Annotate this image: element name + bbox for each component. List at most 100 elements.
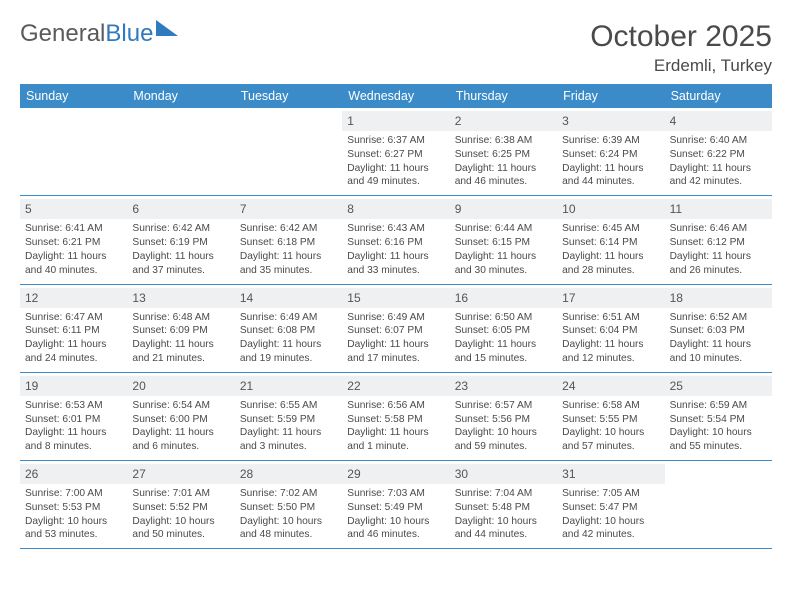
day-cell: 20Sunrise: 6:54 AMSunset: 6:00 PMDayligh…: [127, 373, 234, 460]
day-header-cell: Thursday: [450, 84, 557, 108]
day-cell: 1Sunrise: 6:37 AMSunset: 6:27 PMDaylight…: [342, 108, 449, 195]
day-detail-line: Sunrise: 6:51 AM: [562, 311, 659, 325]
day-detail-line: Daylight: 11 hours: [132, 426, 229, 440]
day-cell: 12Sunrise: 6:47 AMSunset: 6:11 PMDayligh…: [20, 285, 127, 372]
day-detail-line: and 17 minutes.: [347, 352, 444, 366]
location-label: Erdemli, Turkey: [590, 56, 772, 76]
day-cell: 18Sunrise: 6:52 AMSunset: 6:03 PMDayligh…: [665, 285, 772, 372]
day-detail-line: Sunset: 6:16 PM: [347, 236, 444, 250]
day-detail-line: Sunrise: 6:59 AM: [670, 399, 767, 413]
day-detail-line: Sunset: 6:05 PM: [455, 324, 552, 338]
day-detail-line: and 21 minutes.: [132, 352, 229, 366]
day-number: 21: [235, 376, 342, 396]
day-detail-line: Sunset: 5:58 PM: [347, 413, 444, 427]
day-detail-line: Daylight: 11 hours: [240, 250, 337, 264]
day-detail-line: Daylight: 11 hours: [562, 338, 659, 352]
day-detail-line: Sunrise: 6:57 AM: [455, 399, 552, 413]
day-detail-line: Sunset: 5:55 PM: [562, 413, 659, 427]
day-detail-line: Sunrise: 6:45 AM: [562, 222, 659, 236]
day-detail-line: Sunset: 5:48 PM: [455, 501, 552, 515]
day-detail-line: and 1 minute.: [347, 440, 444, 454]
day-header-cell: Saturday: [665, 84, 772, 108]
day-detail-line: Sunset: 6:14 PM: [562, 236, 659, 250]
day-number: [127, 111, 234, 115]
day-cell: 27Sunrise: 7:01 AMSunset: 5:52 PMDayligh…: [127, 461, 234, 548]
day-number: 22: [342, 376, 449, 396]
day-detail-line: Sunset: 5:47 PM: [562, 501, 659, 515]
day-number: 9: [450, 199, 557, 219]
day-detail-line: Sunset: 5:56 PM: [455, 413, 552, 427]
day-cell: 29 Sunrise: 7:03 AMSunset: 5:49 PMDayligh…: [342, 461, 449, 548]
day-cell: 19Sunrise: 6:53 AMSunset: 6:01 PMDayligh…: [20, 373, 127, 460]
day-number: 19: [20, 376, 127, 396]
title-block: October 2025 Erdemli, Turkey: [590, 20, 772, 76]
day-detail-line: and 46 minutes.: [347, 528, 444, 542]
day-detail-line: Sunset: 6:19 PM: [132, 236, 229, 250]
day-detail-line: Daylight: 11 hours: [25, 426, 122, 440]
day-cell: 17Sunrise: 6:51 AMSunset: 6:04 PMDayligh…: [557, 285, 664, 372]
day-detail-line: Sunrise: 6:46 AM: [670, 222, 767, 236]
day-detail-line: Daylight: 10 hours: [562, 426, 659, 440]
day-number: 26: [20, 464, 127, 484]
day-number: 4: [665, 111, 772, 131]
day-cell: 21Sunrise: 6:55 AMSunset: 5:59 PMDayligh…: [235, 373, 342, 460]
day-number: 15: [342, 288, 449, 308]
day-detail-line: Sunrise: 6:38 AM: [455, 134, 552, 148]
day-detail-line: Sunrise: 6:50 AM: [455, 311, 552, 325]
day-detail-line: Sunrise: 6:41 AM: [25, 222, 122, 236]
day-detail-line: and 42 minutes.: [562, 528, 659, 542]
day-detail-line: and 44 minutes.: [562, 175, 659, 189]
day-detail-line: Daylight: 11 hours: [455, 162, 552, 176]
day-cell: 13Sunrise: 6:48 AMSunset: 6:09 PMDayligh…: [127, 285, 234, 372]
day-cell: 3Sunrise: 6:39 AMSunset: 6:24 PMDaylight…: [557, 108, 664, 195]
day-detail-line: Daylight: 10 hours: [25, 515, 122, 529]
day-detail-line: Sunrise: 7:05 AM: [562, 487, 659, 501]
brand-part2: Blue: [105, 20, 153, 48]
day-detail-line: Daylight: 10 hours: [347, 515, 444, 529]
day-number: [235, 111, 342, 115]
day-detail-line: Sunrise: 7:03 AM: [347, 487, 444, 501]
day-detail-line: Sunset: 5:49 PM: [347, 501, 444, 515]
day-detail-line: and 8 minutes.: [25, 440, 122, 454]
day-number: 14: [235, 288, 342, 308]
day-detail-line: and 6 minutes.: [132, 440, 229, 454]
day-detail-line: and 59 minutes.: [455, 440, 552, 454]
day-cell: 23Sunrise: 6:57 AMSunset: 5:56 PMDayligh…: [450, 373, 557, 460]
day-detail-line: Daylight: 11 hours: [240, 426, 337, 440]
page-header: GeneralBlue October 2025 Erdemli, Turkey: [20, 20, 772, 76]
day-number: 17: [557, 288, 664, 308]
day-detail-line: Daylight: 10 hours: [562, 515, 659, 529]
day-number: 23: [450, 376, 557, 396]
day-detail-line: Sunrise: 6:48 AM: [132, 311, 229, 325]
day-header-cell: Monday: [127, 84, 234, 108]
day-cell: 15Sunrise: 6:49 AMSunset: 6:07 PMDayligh…: [342, 285, 449, 372]
day-detail-line: Sunset: 6:03 PM: [670, 324, 767, 338]
day-number: 29: [342, 464, 449, 484]
day-detail-line: and 30 minutes.: [455, 264, 552, 278]
day-cell: [127, 108, 234, 195]
day-detail-line: and 53 minutes.: [25, 528, 122, 542]
day-detail-line: Sunrise: 7:02 AM: [240, 487, 337, 501]
day-cell: 4Sunrise: 6:40 AMSunset: 6:22 PMDaylight…: [665, 108, 772, 195]
day-detail-line: Daylight: 11 hours: [240, 338, 337, 352]
day-number: 2: [450, 111, 557, 131]
day-detail-line: Sunset: 6:09 PM: [132, 324, 229, 338]
day-detail-line: Sunrise: 6:42 AM: [132, 222, 229, 236]
day-detail-line: and 42 minutes.: [670, 175, 767, 189]
weeks-container: 1Sunrise: 6:37 AMSunset: 6:27 PMDaylight…: [20, 108, 772, 549]
day-number: 28: [235, 464, 342, 484]
day-detail-line: and 10 minutes.: [670, 352, 767, 366]
day-number: 6: [127, 199, 234, 219]
day-detail-line: and 37 minutes.: [132, 264, 229, 278]
day-number: 8: [342, 199, 449, 219]
day-detail-line: Sunset: 6:08 PM: [240, 324, 337, 338]
day-detail-line: Sunrise: 6:49 AM: [347, 311, 444, 325]
day-number: [20, 111, 127, 115]
day-detail-line: Sunrise: 6:58 AM: [562, 399, 659, 413]
day-cell: 11Sunrise: 6:46 AMSunset: 6:12 PMDayligh…: [665, 196, 772, 283]
day-detail-line: Sunrise: 6:42 AM: [240, 222, 337, 236]
day-detail-line: Daylight: 11 hours: [562, 250, 659, 264]
day-detail-line: Sunrise: 7:00 AM: [25, 487, 122, 501]
day-number: 3: [557, 111, 664, 131]
day-number: 12: [20, 288, 127, 308]
